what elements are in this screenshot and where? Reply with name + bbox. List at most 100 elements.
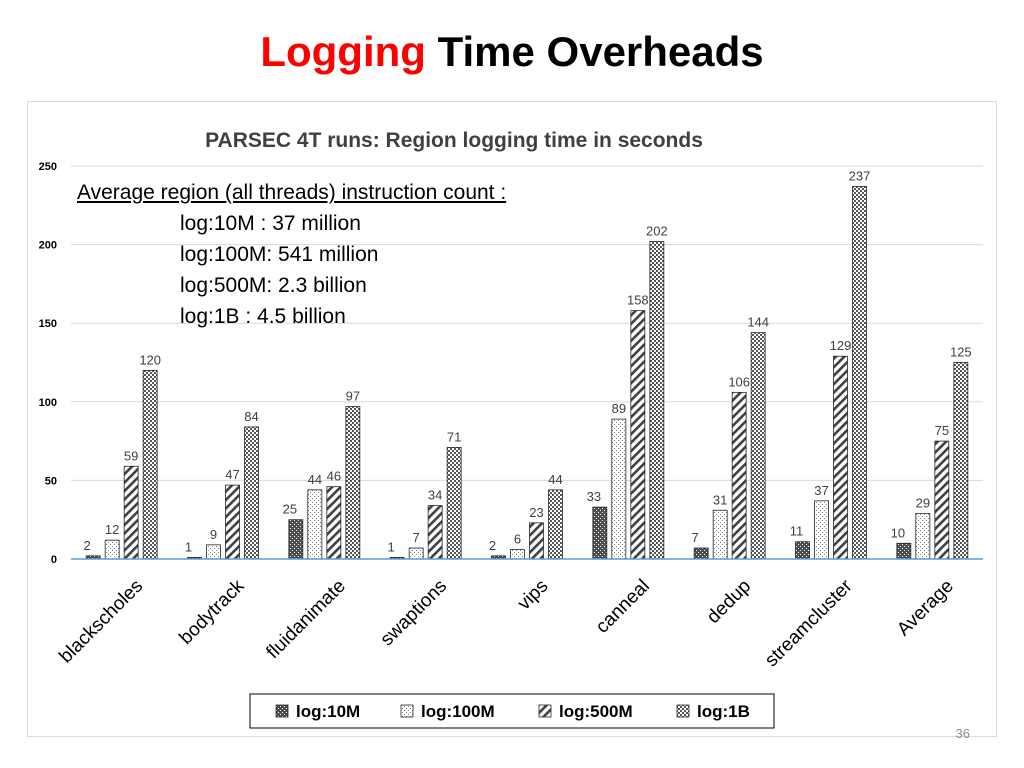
data-label: 47 xyxy=(225,467,239,482)
bar xyxy=(630,310,646,560)
legend-label: log:10M xyxy=(296,702,360,721)
data-label: 237 xyxy=(849,168,871,183)
bar xyxy=(649,241,665,560)
data-label: 33 xyxy=(587,489,601,504)
x-tick-label: canneal xyxy=(592,576,654,638)
chart-title: PARSEC 4T runs: Region logging time in s… xyxy=(205,129,703,152)
data-label: 31 xyxy=(713,492,727,507)
x-tick-label: vips xyxy=(514,576,553,615)
x-tick-label: streamcluster xyxy=(761,575,857,671)
data-label: 37 xyxy=(814,483,828,498)
bar xyxy=(345,406,361,560)
data-label: 7 xyxy=(413,530,420,545)
data-label: 75 xyxy=(935,423,949,438)
y-tick-label: 200 xyxy=(39,240,57,252)
data-label: 2 xyxy=(489,538,496,553)
annotation-line: log:100M: 541 million xyxy=(180,243,379,266)
data-label: 11 xyxy=(790,524,804,539)
annotation-line: log:1B : 4.5 billion xyxy=(180,305,346,328)
bar xyxy=(731,391,747,560)
bar xyxy=(795,541,810,560)
slide-number: 36 xyxy=(955,726,970,741)
bar xyxy=(408,547,424,560)
y-tick-label: 0 xyxy=(51,554,57,566)
bar xyxy=(446,446,462,560)
legend-label: log:100M xyxy=(421,702,495,721)
bar xyxy=(244,426,259,560)
bar xyxy=(934,440,950,560)
chart: 2 12 59 120 1 9 47 84 25 44 46 97 1 7 34 71 2 6 23 44 33 89 15… xyxy=(39,129,983,729)
annotation-heading: Average region (all threads) instruction… xyxy=(77,181,507,204)
legend-swatch xyxy=(676,704,690,718)
slide-title-rest: Time Overheads xyxy=(437,28,764,75)
bar xyxy=(953,362,969,560)
bar xyxy=(592,506,608,560)
data-label: 1 xyxy=(388,539,395,554)
x-tick-label: blackscholes xyxy=(55,576,147,668)
x-tick-label: swaptions xyxy=(377,576,452,651)
bar xyxy=(915,513,931,560)
bar xyxy=(142,369,158,560)
y-tick-label: 250 xyxy=(39,161,57,173)
x-tick-label: Average xyxy=(893,576,958,641)
y-tick-label: 50 xyxy=(45,475,57,487)
bar xyxy=(427,505,443,560)
bar xyxy=(852,186,867,560)
slide-title-highlight: Logging xyxy=(260,28,426,75)
legend-swatch xyxy=(275,704,289,718)
data-label: 44 xyxy=(548,472,562,487)
data-label: 120 xyxy=(139,352,161,367)
data-label: 9 xyxy=(210,527,217,542)
data-label: 25 xyxy=(283,502,297,517)
legend-label: log:500M xyxy=(559,702,633,721)
bar xyxy=(510,549,525,560)
data-label: 59 xyxy=(124,448,138,463)
slide-title: Logging Time Overheads xyxy=(0,28,1024,76)
legend-label: log:1B xyxy=(697,702,750,721)
bar xyxy=(611,418,627,560)
data-label: 84 xyxy=(244,409,258,424)
data-label: 1 xyxy=(185,539,192,554)
bar xyxy=(326,486,342,560)
data-label: 12 xyxy=(105,522,119,537)
data-label: 46 xyxy=(327,469,341,484)
bar xyxy=(206,544,221,560)
x-tick-label: dedup xyxy=(703,576,755,628)
data-label: 29 xyxy=(916,495,930,510)
bar xyxy=(225,484,240,560)
data-label: 97 xyxy=(346,389,360,404)
bar xyxy=(814,500,829,560)
bar xyxy=(750,332,766,560)
data-label: 2 xyxy=(84,538,91,553)
bar xyxy=(693,547,709,560)
bar xyxy=(548,489,563,560)
data-label: 158 xyxy=(627,293,649,308)
data-label: 144 xyxy=(747,315,769,330)
bar xyxy=(288,519,304,560)
annotation-line: log:500M: 2.3 billion xyxy=(180,274,367,297)
x-tick-label: bodytrack xyxy=(175,575,248,648)
data-label: 71 xyxy=(447,429,461,444)
data-label: 7 xyxy=(692,530,699,545)
bar xyxy=(833,355,848,560)
y-tick-label: 150 xyxy=(39,318,57,330)
x-tick-label: fluidanimate xyxy=(263,576,350,663)
data-label: 202 xyxy=(646,223,668,238)
bar xyxy=(712,509,728,560)
data-label: 10 xyxy=(891,525,905,540)
data-label: 106 xyxy=(728,374,750,389)
bar xyxy=(123,465,139,560)
bar xyxy=(104,539,120,560)
bar xyxy=(529,522,544,560)
data-label: 23 xyxy=(529,505,543,520)
legend-swatch xyxy=(538,704,552,718)
chart-frame: 2 12 59 120 1 9 47 84 25 44 46 97 1 7 34 71 2 6 23 44 33 89 15… xyxy=(27,101,997,737)
data-label: 129 xyxy=(830,338,852,353)
annotation-line: log:10M : 37 million xyxy=(180,212,361,235)
data-label: 44 xyxy=(308,472,322,487)
data-label: 6 xyxy=(514,532,521,547)
bar xyxy=(307,489,323,560)
data-label: 34 xyxy=(428,488,442,503)
legend-swatch xyxy=(400,704,414,718)
y-tick-label: 100 xyxy=(39,397,57,409)
